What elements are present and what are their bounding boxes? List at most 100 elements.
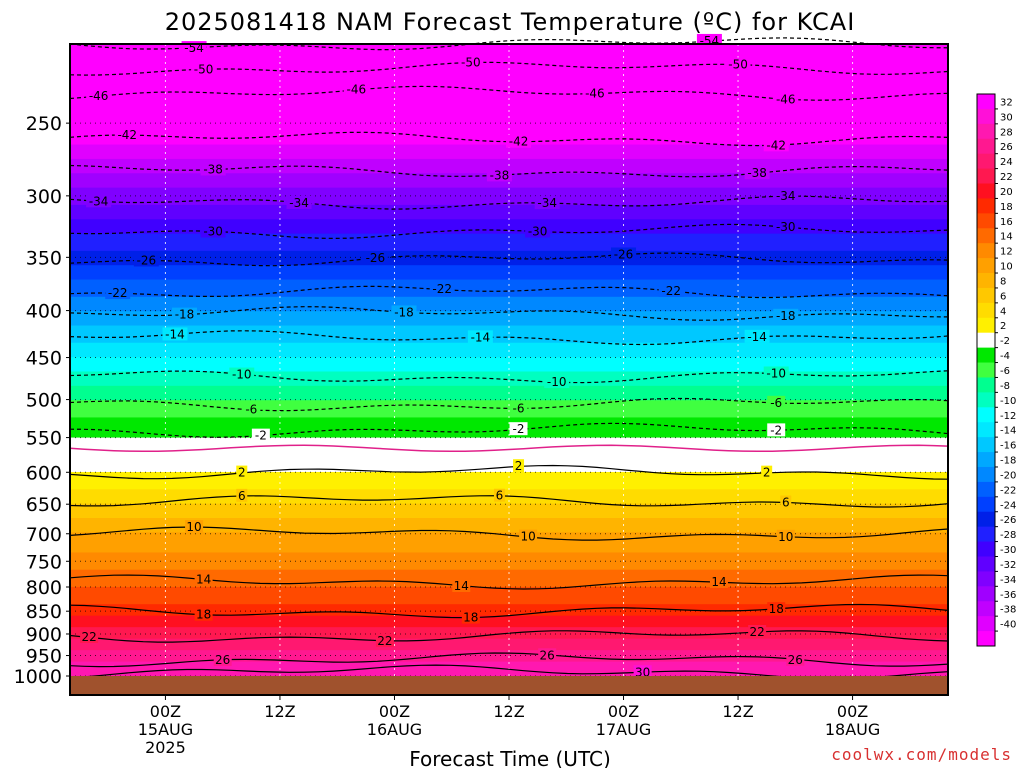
colorbar-label: 30 — [1000, 112, 1013, 123]
colorbar-label: -26 — [1000, 515, 1016, 526]
colorbar-swatch — [977, 183, 995, 199]
band-strip — [70, 104, 948, 108]
isotherm-label: 18 — [196, 608, 211, 622]
isotherm-label: -22 — [432, 282, 452, 296]
band-strip — [70, 526, 948, 531]
isotherm-label: -42 — [509, 135, 529, 149]
isotherm-label: 2 — [515, 459, 523, 473]
colorbar-label: 22 — [1000, 172, 1013, 183]
band-strip — [70, 644, 948, 648]
band-strip — [70, 230, 948, 235]
band-strip — [70, 224, 948, 229]
x-tick-label: 12Z — [493, 702, 524, 721]
colorbar-label: 12 — [1000, 247, 1013, 258]
isotherm-label: -18 — [175, 308, 195, 322]
isotherm-label-bg — [776, 529, 795, 543]
isotherm-label: -10 — [766, 366, 786, 380]
band-strip — [70, 566, 948, 571]
colorbar-swatch — [977, 466, 995, 483]
band-strip — [70, 532, 948, 536]
isotherm-label: -50 — [728, 58, 748, 72]
colorbar-label: -38 — [1000, 605, 1016, 616]
colorbar-label: -24 — [1000, 500, 1016, 511]
isotherm-label-bg — [343, 82, 369, 96]
y-tick-label: 550 — [26, 428, 62, 450]
isotherm-label: -6 — [770, 396, 782, 410]
band-strip — [70, 426, 948, 430]
isotherm-label-bg — [362, 251, 388, 265]
isotherm-label: -34 — [289, 196, 309, 210]
band-strip — [70, 273, 948, 278]
band-strip — [70, 664, 948, 668]
isotherm-label: -2 — [770, 423, 782, 437]
y-tick-label: 800 — [26, 577, 62, 599]
band-strip — [70, 489, 948, 493]
isotherm-label: 26 — [215, 653, 230, 667]
band-strip — [70, 305, 948, 309]
isotherm-label: -14 — [471, 330, 491, 344]
band-strip — [70, 279, 948, 284]
isotherm-label-bg — [80, 629, 99, 643]
isotherm-label-bg — [582, 86, 608, 100]
band-strip — [70, 581, 948, 585]
isotherm-label-bg — [773, 92, 799, 106]
colorbar-label: 6 — [1000, 291, 1006, 302]
colorbar-label: -16 — [1000, 441, 1016, 452]
band-strip — [70, 213, 948, 217]
watermark: coolwx.com/models — [831, 745, 1012, 764]
band-strip — [70, 641, 948, 645]
x-tick-label: 2025 — [145, 738, 186, 757]
band-strip — [70, 569, 948, 574]
band-strip — [70, 609, 948, 614]
isotherm-label-bg — [194, 607, 213, 621]
colorbar-label: -2 — [1000, 336, 1010, 347]
chart-title: 2025081418 NAM Forecast Temperature (ºC)… — [165, 8, 856, 36]
band-strip — [70, 130, 948, 134]
band-strip — [70, 543, 948, 548]
isotherm-label-bg — [611, 247, 637, 261]
isotherm-label: -26 — [366, 251, 386, 265]
band-strip — [70, 365, 948, 370]
colorbar-swatch — [977, 243, 995, 259]
colorbar-label: -14 — [1000, 426, 1016, 437]
band-strip — [70, 440, 948, 444]
isotherm-label-bg — [767, 423, 786, 437]
isotherm-line — [69, 630, 949, 643]
band-strip — [70, 262, 948, 266]
isotherm-label-bg — [133, 253, 159, 267]
band-strip — [70, 81, 948, 85]
band-strip — [70, 538, 948, 542]
colorbar-label: -22 — [1000, 485, 1016, 496]
isotherm-label-bg — [773, 189, 799, 203]
colorbar-swatch — [977, 153, 995, 170]
isotherm-label: 10 — [778, 530, 793, 544]
band-strip — [70, 506, 948, 510]
isotherm-label-bg — [763, 138, 789, 152]
colorbar-swatch — [977, 138, 995, 155]
band-strip — [70, 377, 948, 381]
x-tick-label: 18AUG — [825, 720, 880, 739]
band-strip — [70, 483, 948, 487]
y-tick-label: 400 — [26, 301, 62, 323]
y-axis: 2503003504004505005506006507007508008509… — [14, 113, 70, 688]
colorbar-label: -10 — [1000, 396, 1016, 407]
band-strip — [70, 95, 948, 100]
colorbar-swatch — [977, 123, 995, 140]
band-strip — [70, 578, 948, 582]
band-strip — [70, 293, 948, 298]
colorbar-swatch — [977, 287, 995, 304]
band-strip — [70, 357, 948, 361]
y-tick-label: 250 — [26, 113, 62, 135]
x-tick-label: 15AUG — [138, 720, 193, 739]
band-strip — [70, 354, 948, 358]
band-strip — [70, 632, 948, 637]
band-strip — [70, 233, 948, 238]
band-strip — [70, 572, 948, 577]
band-strip — [70, 124, 948, 128]
isotherm-label-bg — [519, 529, 538, 543]
isotherm-line — [69, 526, 949, 541]
isotherm-label: -38 — [203, 162, 223, 176]
isotherm-label: 6 — [496, 489, 504, 503]
isotherm-label-bg — [213, 653, 232, 667]
